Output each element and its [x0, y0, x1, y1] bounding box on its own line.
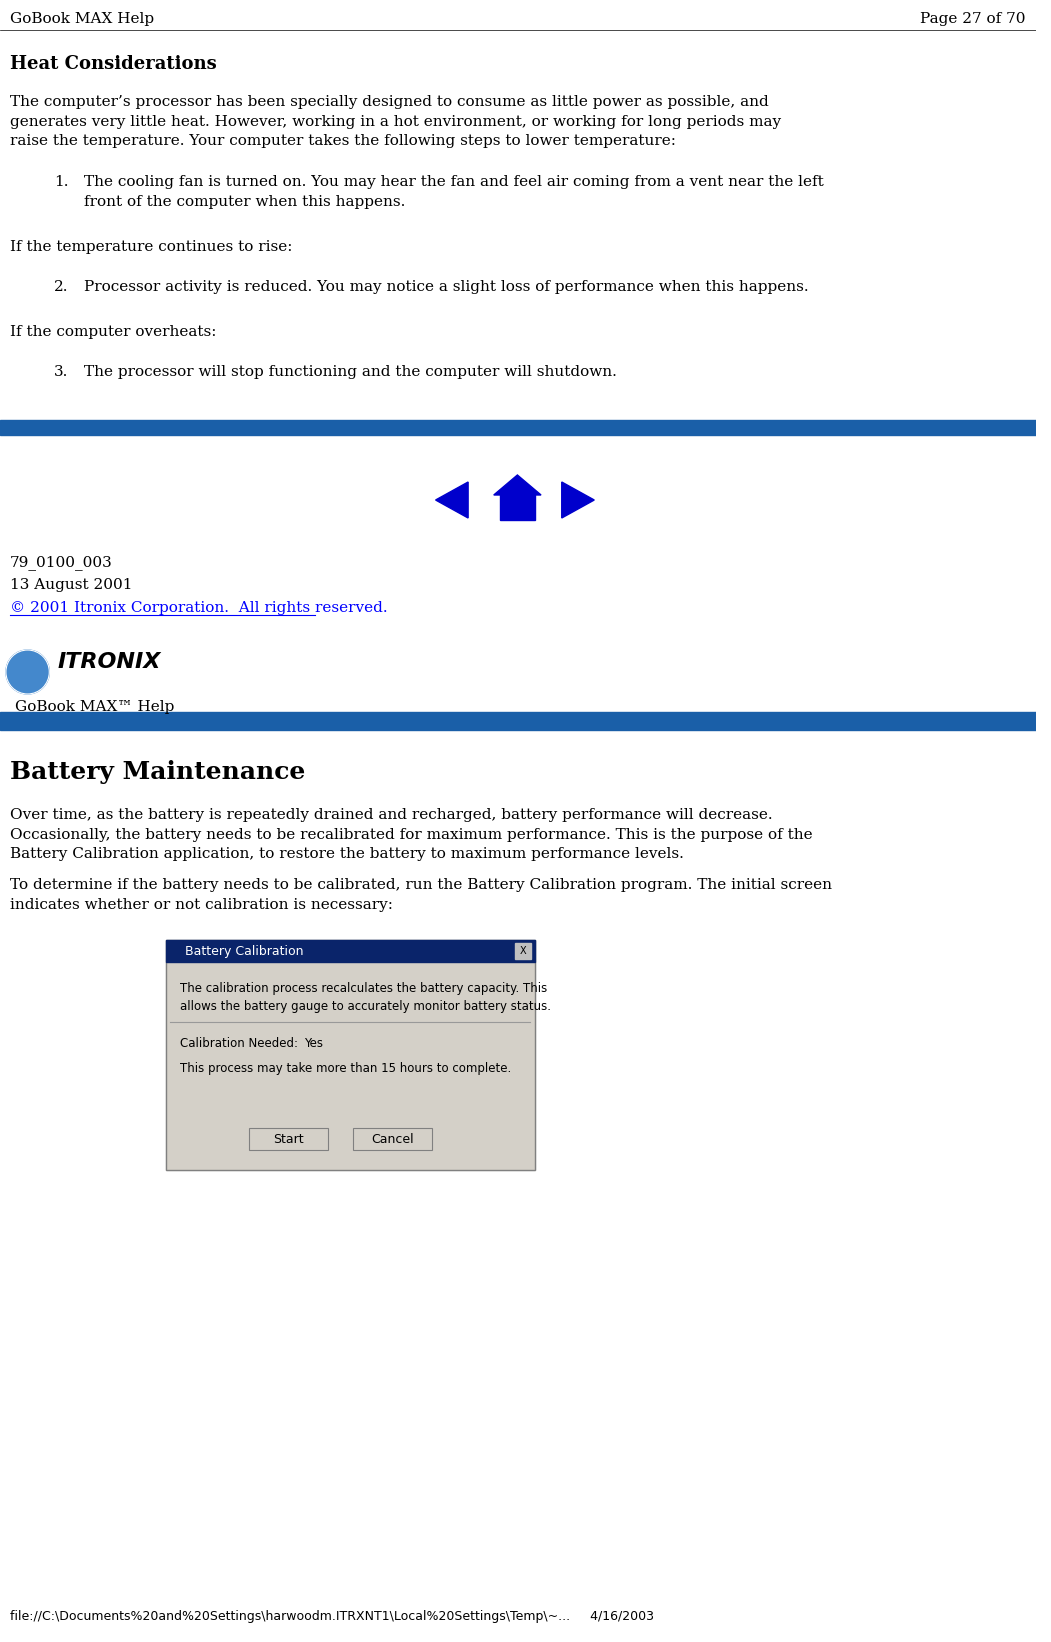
Text: 13 August 2001: 13 August 2001 [9, 578, 132, 593]
Text: Processor activity is reduced. You may notice a slight loss of performance when : Processor activity is reduced. You may n… [84, 281, 808, 294]
Text: Calibration Needed:: Calibration Needed: [181, 1038, 298, 1049]
Polygon shape [561, 483, 594, 517]
Text: Over time, as the battery is repeatedly drained and recharged, battery performan: Over time, as the battery is repeatedly … [9, 808, 812, 860]
Bar [515, 943, 531, 959]
Text: The calibration process recalculates the battery capacity. This: The calibration process recalculates the… [181, 982, 548, 995]
Bar [499, 493, 535, 521]
Bar [166, 939, 535, 962]
Bar [0, 713, 1036, 731]
Text: 1.: 1. [55, 176, 68, 189]
Bar [166, 939, 535, 1171]
Text: file://C:\Documents%20and%20Settings\harwoodm.ITRXNT1\Local%20Settings\Temp\~...: file://C:\Documents%20and%20Settings\har… [9, 1611, 654, 1622]
Text: ITRONIX: ITRONIX [57, 652, 161, 672]
Bar [249, 1128, 328, 1149]
Text: The cooling fan is turned on. You may hear the fan and feel air coming from a ve: The cooling fan is turned on. You may he… [84, 176, 824, 209]
Text: © 2001 Itronix Corporation.  All rights reserved.: © 2001 Itronix Corporation. All rights r… [9, 601, 388, 616]
Text: The computer’s processor has been specially designed to consume as little power : The computer’s processor has been specia… [9, 95, 781, 148]
Text: 79_0100_003: 79_0100_003 [9, 555, 112, 570]
Bar [166, 939, 535, 1171]
Text: To determine if the battery needs to be calibrated, run the Battery Calibration : To determine if the battery needs to be … [9, 878, 831, 911]
Text: Yes: Yes [304, 1038, 323, 1049]
Polygon shape [435, 483, 468, 517]
Polygon shape [494, 475, 541, 494]
Text: GoBook MAX Help: GoBook MAX Help [9, 11, 154, 26]
Bar [353, 1128, 432, 1149]
Text: Battery Maintenance: Battery Maintenance [9, 760, 305, 783]
Text: 2.: 2. [55, 281, 68, 294]
Text: Cancel: Cancel [371, 1133, 413, 1146]
Text: Start: Start [273, 1133, 304, 1146]
Text: Heat Considerations: Heat Considerations [9, 54, 217, 72]
Text: allows the battery gauge to accurately monitor battery status.: allows the battery gauge to accurately m… [181, 1000, 552, 1013]
Bar [249, 1128, 328, 1149]
Text: Battery Calibration: Battery Calibration [185, 944, 304, 957]
Text: The processor will stop functioning and the computer will shutdown.: The processor will stop functioning and … [84, 365, 617, 379]
Text: X: X [520, 946, 527, 956]
Text: If the temperature continues to rise:: If the temperature continues to rise: [9, 240, 292, 255]
Circle shape [6, 650, 49, 695]
Bar [353, 1128, 432, 1149]
Text: GoBook MAX™ Help: GoBook MAX™ Help [15, 699, 174, 714]
Text: Page 27 of 70: Page 27 of 70 [921, 11, 1026, 26]
Text: 3.: 3. [55, 365, 68, 379]
Text: If the computer overheats:: If the computer overheats: [9, 325, 217, 338]
Bar [0, 420, 1036, 435]
Text: This process may take more than 15 hours to complete.: This process may take more than 15 hours… [181, 1062, 512, 1076]
